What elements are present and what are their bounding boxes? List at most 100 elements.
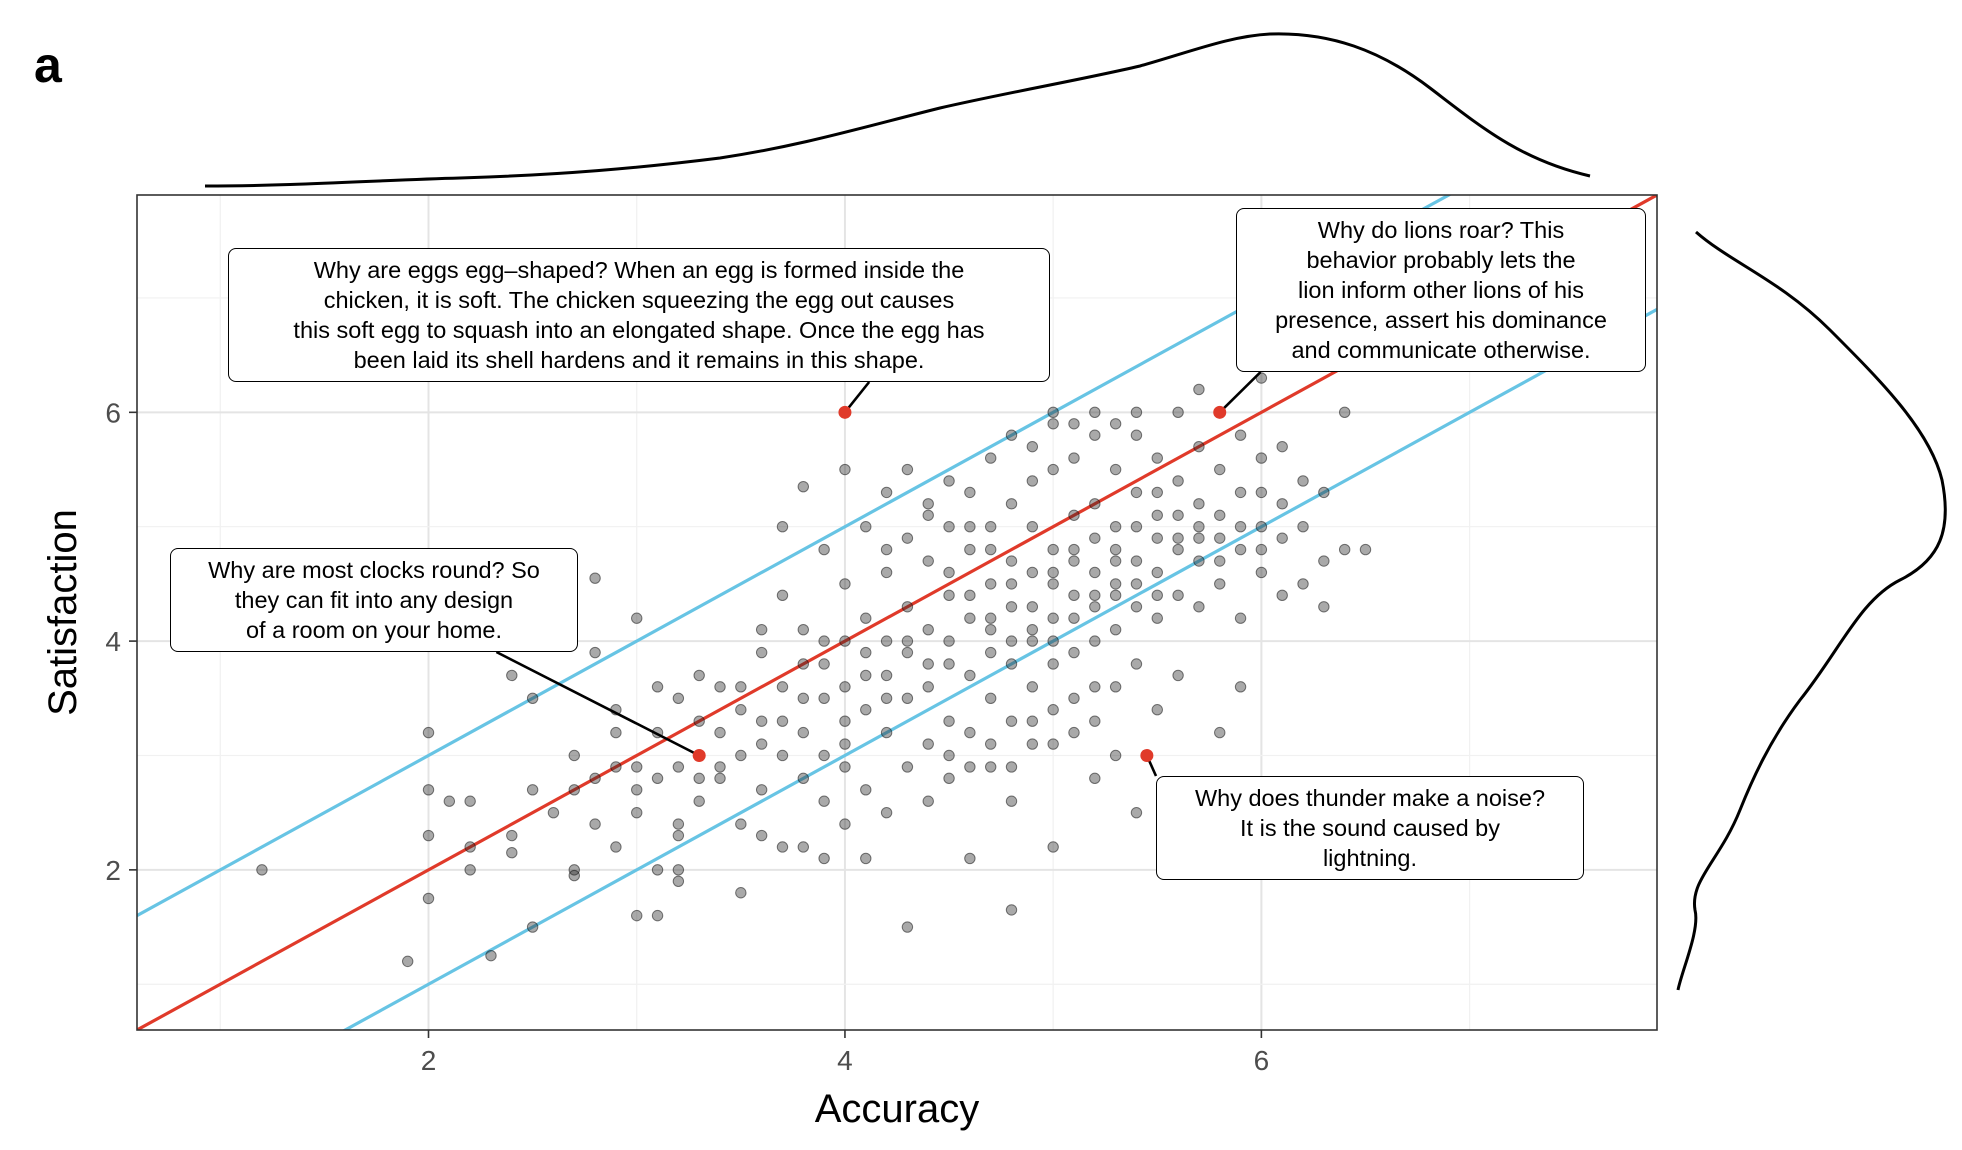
data-point (1005, 795, 1018, 807)
data-point (755, 829, 768, 842)
data-point (672, 692, 685, 704)
data-point (901, 463, 914, 476)
data-point (901, 646, 914, 659)
data-point (818, 635, 830, 647)
callout-leader (1218, 371, 1262, 414)
data-point (1130, 429, 1143, 441)
data-point (1068, 509, 1080, 521)
data-point (755, 784, 768, 796)
data-point (651, 864, 664, 876)
data-point (1276, 440, 1288, 453)
data-point (1068, 692, 1080, 704)
data-point (1255, 543, 1268, 556)
data-point (860, 521, 872, 533)
data-point (1026, 623, 1039, 636)
data-point (984, 738, 997, 750)
data-point (943, 521, 955, 533)
callout-leaders (495, 371, 1262, 777)
data-point (1068, 589, 1080, 602)
data-point (984, 543, 997, 556)
data-point (839, 578, 851, 590)
data-point (797, 480, 810, 493)
data-point (1297, 578, 1309, 590)
data-point (1109, 623, 1122, 636)
data-point (1109, 681, 1122, 693)
data-point (672, 864, 685, 876)
data-point (839, 818, 851, 830)
data-point (610, 726, 622, 739)
data-point (1318, 486, 1330, 499)
data-point (1214, 555, 1226, 567)
data-point (880, 566, 893, 579)
data-point (1089, 681, 1101, 693)
data-point (1005, 498, 1018, 510)
y-tick-label: 4 (105, 626, 121, 657)
data-point (422, 784, 435, 796)
data-point (526, 784, 539, 796)
data-point (964, 726, 976, 739)
data-point (1130, 486, 1143, 499)
data-point (1005, 601, 1018, 613)
data-point (672, 875, 685, 888)
data-point (1047, 738, 1059, 750)
data-point (984, 646, 997, 659)
data-point (1089, 635, 1101, 647)
data-point (922, 738, 934, 750)
data-point (797, 658, 810, 670)
data-point (1005, 555, 1018, 567)
data-point (1318, 601, 1330, 613)
data-point (1172, 532, 1184, 544)
data-point (1130, 578, 1143, 590)
data-point (422, 726, 435, 739)
data-point (943, 715, 955, 727)
data-point (901, 532, 914, 544)
data-point (797, 692, 810, 704)
y-tick-label: 2 (105, 855, 121, 886)
data-point (1297, 521, 1309, 533)
data-point (984, 612, 997, 624)
data-point (1109, 555, 1122, 567)
data-point (964, 589, 976, 602)
x-tick-label: 2 (421, 1045, 437, 1076)
data-point (922, 795, 934, 807)
data-point (755, 623, 768, 636)
data-point (1005, 635, 1018, 647)
data-point (776, 749, 789, 762)
data-point (693, 772, 705, 785)
data-point (964, 612, 976, 624)
data-point (839, 463, 851, 476)
data-point (860, 646, 872, 659)
x-tick-label: 6 (1254, 1045, 1270, 1076)
data-point (776, 521, 789, 533)
data-point (672, 818, 685, 830)
data-point (1005, 904, 1018, 916)
data-point (880, 726, 893, 739)
data-point (422, 892, 435, 905)
data-point (1193, 532, 1205, 544)
data-point (735, 681, 747, 693)
data-point (1172, 669, 1184, 682)
data-point (943, 658, 955, 670)
data-point (1255, 521, 1268, 533)
data-point (526, 692, 539, 704)
data-point (506, 847, 518, 859)
data-point (839, 738, 851, 750)
data-point (1026, 738, 1039, 750)
data-point (860, 784, 872, 796)
data-point (1047, 406, 1059, 419)
panel-label: a (34, 37, 62, 93)
data-point (693, 669, 705, 682)
data-point (589, 818, 601, 830)
data-point (568, 784, 580, 796)
data-point (1068, 646, 1080, 659)
data-point (1047, 658, 1059, 670)
data-point (1172, 543, 1184, 556)
highlight-point (838, 405, 852, 419)
data-point (797, 726, 810, 739)
data-point (1047, 543, 1059, 556)
data-point (1130, 521, 1143, 533)
data-point (943, 635, 955, 647)
data-point (1005, 429, 1018, 441)
data-point (984, 761, 997, 773)
data-point (526, 921, 539, 933)
